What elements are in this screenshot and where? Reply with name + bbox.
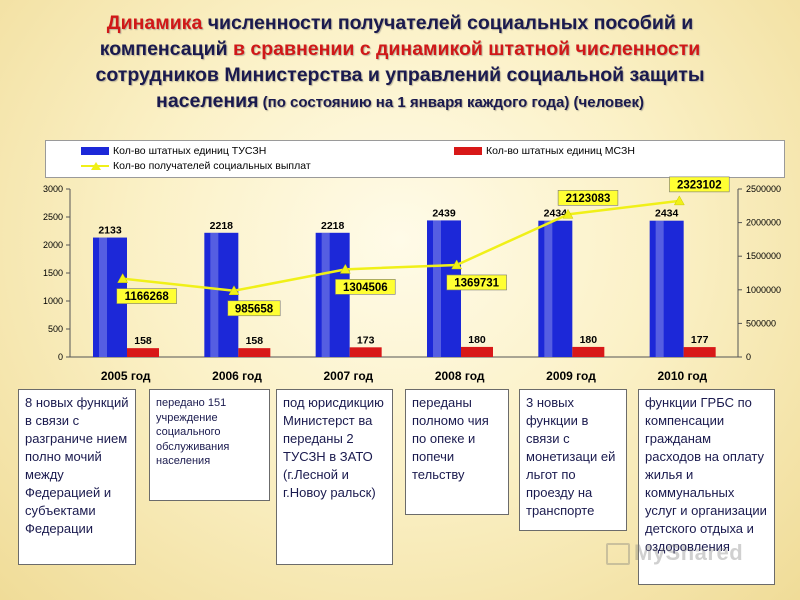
line-recipients <box>122 199 680 293</box>
title-line-1: Динамика численности получателей социаль… <box>106 12 694 34</box>
bar-tuszn-highlight <box>655 220 664 357</box>
data-label-tuszn: 2218 <box>210 220 234 232</box>
y-right-tick-label: 2500000 <box>746 184 781 194</box>
y-left-tick-label: 1500 <box>43 268 63 278</box>
data-label-tuszn: 2434 <box>655 208 679 220</box>
bar-mszn <box>683 347 716 357</box>
data-label-mszn: 158 <box>134 335 152 347</box>
title-line-4: населения (по состоянию на 1 января кажд… <box>156 90 644 112</box>
note-2008: переданы полномо чия по опеке и попечи т… <box>405 389 509 515</box>
bar-tuszn <box>538 220 573 357</box>
y-right-tick-label: 500000 <box>746 318 776 328</box>
bar-tuszn-highlight <box>544 220 553 357</box>
bar-mszn <box>127 348 159 357</box>
x-tick-label: 2006 год <box>212 369 262 383</box>
bar-tuszn <box>649 220 684 357</box>
chart-legend: Кол-во штатных единиц ТУСЗН Кол-во штатн… <box>45 140 785 178</box>
data-label-mszn: 173 <box>357 334 375 346</box>
legend-swatch-mszn <box>454 147 482 156</box>
data-label-tuszn: 2218 <box>321 220 345 232</box>
legend-item-tuszn: Кол-во штатных единиц ТУСЗН <box>81 145 266 157</box>
bar-mszn <box>238 348 271 357</box>
data-label-box-recipients <box>335 279 396 295</box>
y-right-tick-label: 0 <box>746 352 751 362</box>
y-right-tick-label: 1500000 <box>746 251 781 261</box>
bar-tuszn-highlight <box>433 220 441 357</box>
bar-tuszn-highlight <box>210 232 219 357</box>
y-left-tick-label: 2500 <box>43 212 63 222</box>
point-recipients <box>673 195 685 206</box>
data-label-recipients: 1304506 <box>343 282 388 294</box>
watermark: MyShared <box>606 540 743 566</box>
data-label-box-recipients <box>557 190 619 206</box>
y-right-tick-label: 1000000 <box>746 285 781 295</box>
bar-mszn <box>461 346 493 357</box>
data-label-tuszn: 2133 <box>98 225 122 237</box>
data-label-recipients: 985658 <box>235 303 274 315</box>
note-2006: передано 151 учреждение социального обсл… <box>149 389 270 501</box>
y-left-tick-label: 0 <box>58 352 63 362</box>
note-2005: 8 новых функций в связи с разграниче ние… <box>18 389 136 565</box>
x-tick-label: 2010 год <box>657 369 707 383</box>
y-left-tick-label: 500 <box>48 324 63 334</box>
note-2009: 3 новых функции в связи с монетизаци ей … <box>519 389 627 531</box>
data-label-recipients: 2323102 <box>677 179 722 191</box>
bar-mszn <box>349 347 382 357</box>
data-label-mszn: 177 <box>691 334 709 346</box>
point-recipients <box>339 263 351 274</box>
point-recipients <box>451 259 463 270</box>
data-label-tuszn: 2439 <box>432 207 456 219</box>
point-recipients <box>228 285 240 296</box>
legend-item-recipients: Кол-во получателей социальных выплат <box>81 160 311 172</box>
bar-mszn <box>572 346 605 357</box>
data-label-recipients: 1166268 <box>125 291 170 303</box>
legend-swatch-tuszn <box>81 147 109 156</box>
data-label-recipients: 1369731 <box>454 277 499 289</box>
x-tick-label: 2009 год <box>546 369 596 383</box>
data-label-mszn: 158 <box>246 335 264 347</box>
bar-tuszn-highlight <box>99 237 107 357</box>
point-recipients <box>117 273 129 283</box>
x-tick-label: 2008 год <box>435 369 485 383</box>
bar-tuszn-highlight <box>321 232 330 357</box>
data-label-mszn: 180 <box>580 334 598 346</box>
y-left-tick-label: 2000 <box>43 240 63 250</box>
data-label-box-recipients <box>446 274 507 291</box>
title-line-3: сотрудников Министерства и управлений со… <box>95 64 705 86</box>
presentation-icon <box>606 543 630 566</box>
bar-line-chart: 0 500 1000 1500 2000 2500 3000 0 500000 1000000 15… <box>43 176 781 383</box>
x-tick-label: 2005 год <box>101 369 151 383</box>
y-right-tick-label: 2000000 <box>746 218 781 228</box>
data-label-box-recipients <box>669 176 730 193</box>
title-line-2: компенсаций в сравнении с динамикой штат… <box>99 38 701 60</box>
data-label-box-recipients <box>227 300 281 317</box>
legend-swatch-recipients <box>81 162 109 171</box>
page-title: Динамика численности получателей социаль… <box>40 10 760 116</box>
data-label-mszn: 180 <box>468 334 486 346</box>
y-left-tick-label: 3000 <box>43 184 63 194</box>
y-left-tick-label: 1000 <box>43 296 63 306</box>
point-recipients <box>562 208 574 219</box>
bar-tuszn <box>315 232 350 357</box>
note-2007: под юрисдикцию Министерст ва переданы 2 … <box>276 389 393 565</box>
data-label-box-recipients <box>116 288 177 304</box>
legend-item-mszn: Кол-во штатных единиц МСЗН <box>454 145 635 157</box>
x-tick-label: 2007 год <box>323 369 373 383</box>
data-label-recipients: 2123083 <box>566 193 611 205</box>
note-2010: функции ГРБС по компенсации гражданам ра… <box>638 389 775 585</box>
